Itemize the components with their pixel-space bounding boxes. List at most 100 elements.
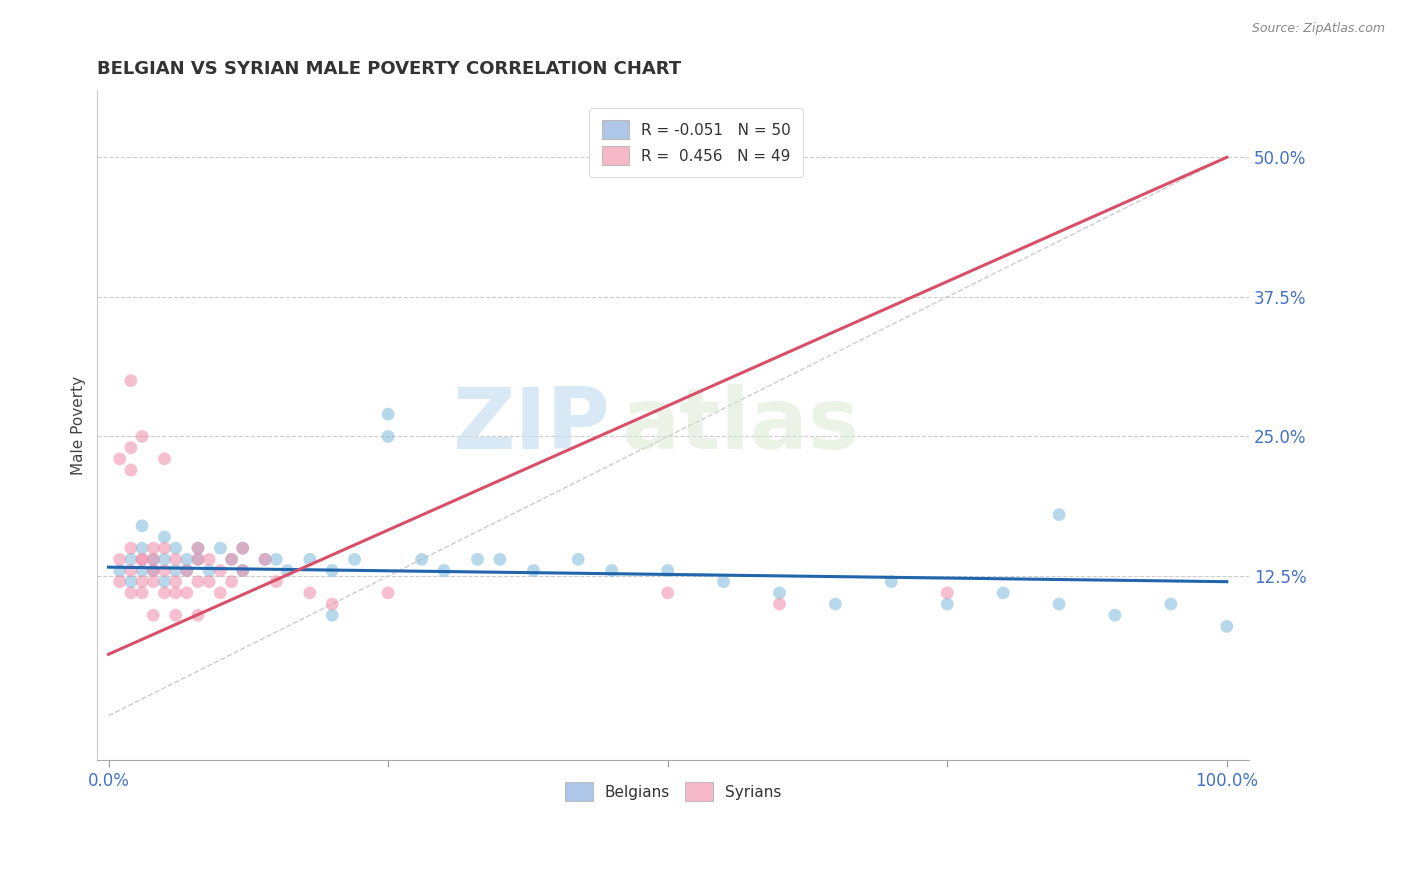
Point — [657, 586, 679, 600]
Point — [165, 552, 187, 566]
Point — [209, 541, 232, 556]
Point — [131, 586, 153, 600]
Point — [176, 586, 198, 600]
Point — [176, 564, 198, 578]
Point — [153, 530, 176, 544]
Point — [343, 552, 366, 566]
Point — [165, 541, 187, 556]
Point — [232, 564, 254, 578]
Point — [153, 574, 176, 589]
Point — [120, 374, 142, 388]
Point — [600, 564, 623, 578]
Point — [142, 564, 165, 578]
Point — [1047, 508, 1070, 522]
Point — [321, 597, 343, 611]
Point — [567, 552, 589, 566]
Point — [880, 574, 903, 589]
Point — [153, 552, 176, 566]
Point — [187, 541, 209, 556]
Point — [936, 586, 959, 600]
Point — [209, 586, 232, 600]
Point — [142, 608, 165, 623]
Point — [131, 552, 153, 566]
Point — [1160, 597, 1182, 611]
Point — [254, 552, 277, 566]
Point — [232, 564, 254, 578]
Point — [108, 564, 131, 578]
Point — [232, 541, 254, 556]
Point — [187, 552, 209, 566]
Point — [153, 586, 176, 600]
Point — [165, 586, 187, 600]
Point — [298, 586, 321, 600]
Point — [221, 552, 243, 566]
Point — [321, 608, 343, 623]
Point — [142, 574, 165, 589]
Point — [120, 463, 142, 477]
Point — [120, 541, 142, 556]
Point — [176, 552, 198, 566]
Text: ZIP: ZIP — [453, 384, 610, 467]
Point — [377, 407, 399, 421]
Point — [131, 429, 153, 443]
Point — [198, 574, 221, 589]
Point — [254, 552, 277, 566]
Point — [131, 574, 153, 589]
Point — [198, 552, 221, 566]
Legend: Belgians, Syrians: Belgians, Syrians — [553, 770, 793, 813]
Point — [1104, 608, 1126, 623]
Text: BELGIAN VS SYRIAN MALE POVERTY CORRELATION CHART: BELGIAN VS SYRIAN MALE POVERTY CORRELATI… — [97, 60, 682, 78]
Point — [131, 541, 153, 556]
Point — [108, 574, 131, 589]
Point — [321, 564, 343, 578]
Point — [657, 564, 679, 578]
Point — [221, 552, 243, 566]
Point — [768, 586, 790, 600]
Point — [522, 564, 544, 578]
Point — [187, 608, 209, 623]
Point — [131, 519, 153, 533]
Point — [1047, 597, 1070, 611]
Y-axis label: Male Poverty: Male Poverty — [72, 376, 86, 475]
Point — [165, 608, 187, 623]
Point — [120, 574, 142, 589]
Point — [411, 552, 433, 566]
Point — [108, 552, 131, 566]
Point — [142, 552, 165, 566]
Point — [936, 597, 959, 611]
Point — [187, 552, 209, 566]
Point — [298, 552, 321, 566]
Point — [713, 574, 735, 589]
Point — [131, 564, 153, 578]
Text: Source: ZipAtlas.com: Source: ZipAtlas.com — [1251, 22, 1385, 36]
Point — [153, 451, 176, 466]
Text: atlas: atlas — [621, 384, 859, 467]
Point — [153, 564, 176, 578]
Point — [221, 574, 243, 589]
Point — [232, 541, 254, 556]
Point — [198, 564, 221, 578]
Point — [991, 586, 1014, 600]
Point — [176, 564, 198, 578]
Point — [377, 586, 399, 600]
Point — [120, 586, 142, 600]
Point — [131, 552, 153, 566]
Point — [187, 541, 209, 556]
Point — [108, 451, 131, 466]
Point — [768, 597, 790, 611]
Point — [264, 574, 287, 589]
Point — [1216, 619, 1239, 633]
Point — [153, 541, 176, 556]
Point — [824, 597, 846, 611]
Point — [165, 564, 187, 578]
Point — [187, 574, 209, 589]
Point — [489, 552, 512, 566]
Point — [120, 552, 142, 566]
Point — [120, 564, 142, 578]
Point — [209, 564, 232, 578]
Point — [467, 552, 489, 566]
Point — [165, 574, 187, 589]
Point — [120, 441, 142, 455]
Point — [433, 564, 456, 578]
Point — [142, 552, 165, 566]
